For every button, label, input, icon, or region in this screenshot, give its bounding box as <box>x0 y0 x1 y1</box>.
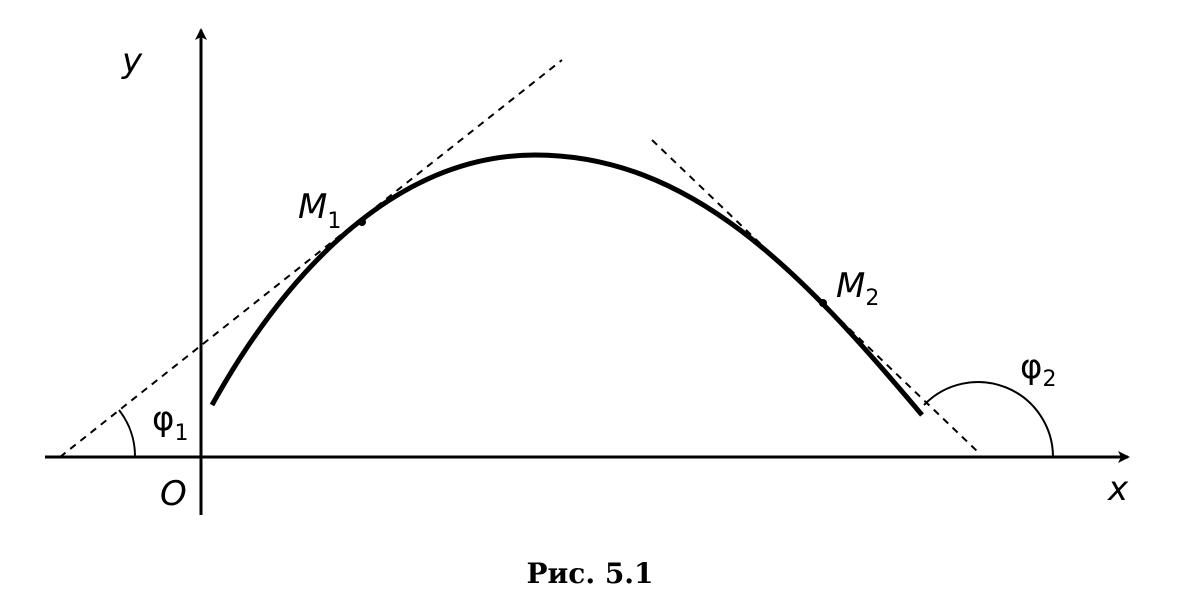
label-base: M <box>836 266 865 306</box>
label-base: M <box>298 187 327 227</box>
angle-label: φ1 <box>152 399 188 446</box>
label-sub: 2 <box>865 286 879 311</box>
angle-label: φ2 <box>1020 347 1056 392</box>
angle-arc-1 <box>118 409 137 458</box>
x-label: x <box>1107 469 1129 509</box>
label-sub: 1 <box>327 209 341 234</box>
label-sub: 2 <box>1042 367 1056 392</box>
caption: Рис. 5.1 <box>526 557 653 590</box>
curve <box>209 152 924 417</box>
label-base: φ <box>152 399 174 439</box>
label-sub: 1 <box>174 421 188 446</box>
y-label: y <box>121 41 143 81</box>
point-m1 <box>358 218 366 226</box>
point-label: M2 <box>836 266 879 311</box>
tangent-1 <box>59 59 563 458</box>
angle-arc-2 <box>923 381 1054 458</box>
point-label: M1 <box>298 187 341 234</box>
origin-label: O <box>160 474 187 514</box>
point-m2 <box>819 299 827 307</box>
label-base: φ <box>1020 347 1042 387</box>
